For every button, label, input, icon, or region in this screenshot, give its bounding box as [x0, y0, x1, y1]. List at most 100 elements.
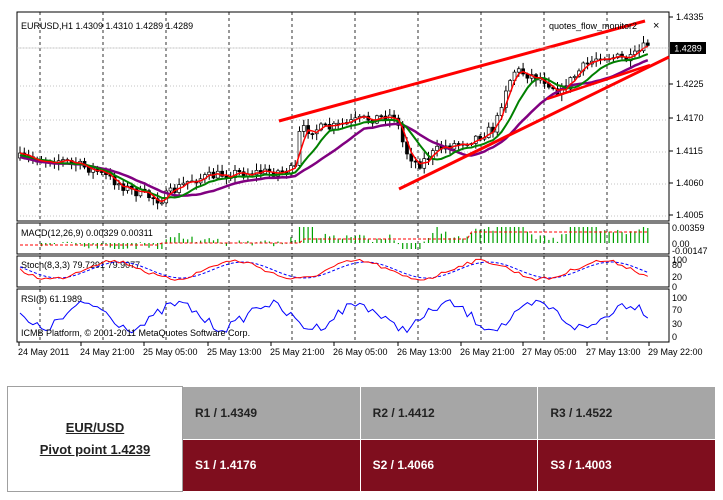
time-tick-label: 24 May 2011: [18, 347, 69, 357]
chart-area[interactable]: 1.4289 EURUSD,H1 1.4309 1.4310 1.4289 1.…: [0, 0, 723, 370]
r1-value: R1 / 1.4349: [195, 405, 258, 420]
price-tick-label: 1.4225: [676, 79, 704, 89]
candle-body: [134, 188, 138, 197]
time-tick-label: 29 May 22:00: [648, 347, 703, 357]
r2-cell: R2 / 1.4412: [359, 386, 539, 440]
support-row: S1 / 1.4176 S2 / 1.4066 S3 / 1.4003: [8, 438, 716, 492]
candle-body: [585, 62, 590, 65]
upper-trendline[interactable]: [278, 19, 646, 123]
rsi-axis: 100 70 30 0: [672, 293, 687, 342]
s1-cell: S1 / 1.4176: [182, 438, 361, 492]
rsi-tick-label: 30: [672, 319, 682, 329]
candle-body: [336, 122, 341, 125]
copyright-text: ICMB Platform, © 2001-2011 MetaQuotes So…: [21, 328, 250, 338]
time-tick-label: 27 May 13:00: [586, 347, 641, 357]
r3-value: R3 / 1.4522: [550, 405, 613, 420]
candle-body: [409, 153, 414, 162]
candle-body: [117, 183, 121, 186]
stoch-label: Stoch(8,3,3) 79.7291 79.9077: [21, 260, 140, 270]
r3-cell: R3 / 1.4522: [537, 386, 716, 440]
candle-body: [572, 76, 577, 78]
candle-body: [516, 68, 521, 73]
macd-signal-line: [20, 231, 648, 246]
price-tick-label: 1.4005: [676, 210, 704, 220]
stoch-main-line: [19, 258, 648, 281]
time-tick-label: 24 May 21:00: [80, 347, 135, 357]
candle-body: [379, 115, 384, 118]
main-price-pane[interactable]: [16, 11, 670, 222]
lower-trendline[interactable]: [398, 55, 670, 191]
r2-value: R2 / 1.4412: [372, 405, 435, 420]
s3-cell: S3 / 1.4003: [537, 438, 716, 492]
rsi-label: RSI(8) 61.1989: [21, 294, 82, 304]
price-tick-label: 1.4115: [676, 146, 703, 156]
s2-cell: S2 / 1.4066: [359, 438, 539, 492]
candle-body: [181, 182, 186, 185]
stoch-signal-line: [19, 261, 648, 279]
candle-body: [633, 50, 637, 55]
candle-body: [327, 124, 332, 130]
candle-body: [645, 42, 650, 46]
stoch-lines: [19, 258, 648, 281]
candle-body: [473, 135, 478, 144]
current-price-label: 1.4289: [674, 44, 702, 54]
macd-axis: 0.00359 0.00-0.00147: [672, 223, 708, 256]
candle-body: [237, 170, 242, 173]
trend-channel: [278, 19, 670, 191]
stoch-tick-label: 100: [672, 255, 687, 265]
s1-value: S1 / 1.4176: [195, 458, 257, 473]
candle-body: [99, 171, 104, 173]
ma-mid-line: [19, 53, 649, 200]
candle-body: [323, 123, 328, 126]
price-tick-label: 1.4170: [676, 113, 704, 123]
stoch-tick-label: 80: [672, 260, 682, 270]
price-axis: 1.4335 1.4225 1.4170 1.4115 1.4060 1.4005: [669, 12, 704, 220]
time-tick-label: 27 May 05:00: [522, 347, 577, 357]
macd-tick-label: 0.00359: [672, 223, 705, 233]
rsi-tick-label: 70: [672, 305, 682, 315]
time-axis: 24 May 2011 24 May 21:00 25 May 05:00 25 Ma…: [18, 342, 703, 357]
time-tick-label: 25 May 05:00: [143, 347, 198, 357]
pivot-table: EUR/USD Pivot point 1.4239 R1 / 1.4349 R…: [7, 386, 716, 492]
time-tick-label: 25 May 13:00: [207, 347, 262, 357]
candle-body: [168, 187, 173, 192]
candle-body: [456, 143, 461, 145]
candle-body: [297, 131, 302, 166]
close-icon[interactable]: ×: [653, 20, 659, 32]
pivot-point: Pivot point 1.4239: [39, 442, 151, 457]
resistance-row: EUR/USD Pivot point 1.4239 R1 / 1.4349 R…: [7, 386, 716, 492]
candle-body: [435, 145, 439, 151]
candle-body: [207, 171, 212, 175]
candle-body: [310, 133, 315, 135]
price-tick-label: 1.4060: [676, 178, 704, 188]
stoch-tick-label: 0: [672, 282, 677, 292]
rsi-tick-label: 100: [672, 293, 687, 303]
candle-body: [615, 53, 620, 59]
rsi-tick-label: 0: [672, 332, 677, 342]
candle-body: [301, 125, 306, 132]
candle-body: [418, 161, 422, 169]
macd-histogram: [20, 227, 649, 249]
ma-slow-line: [19, 59, 649, 198]
r1-cell: R1 / 1.4349: [182, 386, 361, 440]
macd-tick-label: 0.00: [672, 239, 690, 249]
macd-label: MACD(12,26,9) 0.00329 0.00311: [21, 228, 153, 238]
indicator-label: quotes_flow_monitor2: [549, 21, 637, 31]
time-tick-label: 26 May 05:00: [333, 347, 388, 357]
stoch-tick-label: 20: [672, 272, 682, 282]
ma-fast-line: [19, 45, 649, 203]
pair-cell: EUR/USD Pivot point 1.4239: [7, 386, 183, 492]
time-tick-label: 25 May 21:00: [270, 347, 325, 357]
rsi-line: [19, 299, 649, 334]
candle-body: [151, 197, 156, 200]
candle-body: [280, 170, 285, 173]
pair-name: EUR/USD: [65, 420, 125, 435]
candle-body: [220, 170, 224, 177]
chart-header: EURUSD,H1 1.4309 1.4310 1.4289 1.4289: [21, 21, 193, 31]
macd-tick-label: -0.00147: [672, 246, 708, 256]
time-tick-label: 26 May 13:00: [397, 347, 452, 357]
inner-trendline[interactable]: [546, 63, 651, 101]
price-tick-label: 1.4335: [676, 12, 704, 22]
stoch-pane[interactable]: [16, 255, 670, 288]
